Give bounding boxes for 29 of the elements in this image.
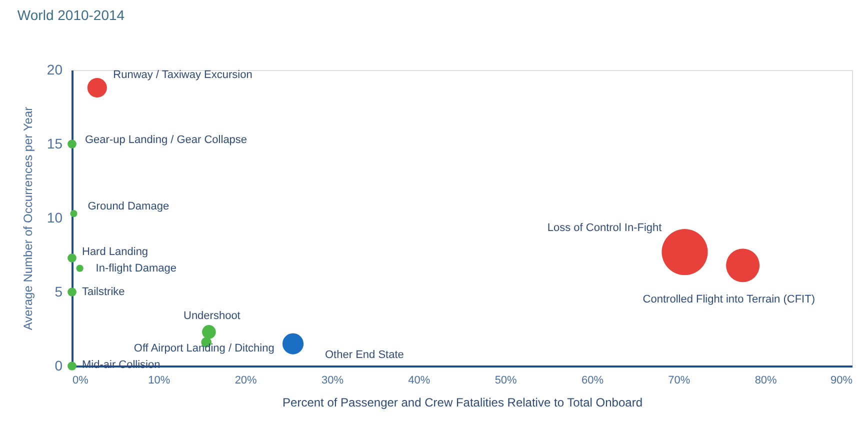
x-tick-label: 0% xyxy=(72,374,89,386)
y-tick-label: 0 xyxy=(54,358,63,374)
y-tick-label: 10 xyxy=(46,210,63,226)
y-tick-label: 5 xyxy=(54,284,63,300)
y-axis-title: Average Number of Occurrences per Year xyxy=(20,106,35,330)
chart-title: World 2010-2014 xyxy=(17,7,125,23)
x-tick-label: 80% xyxy=(754,374,778,386)
annotation: Other End State xyxy=(325,348,404,361)
x-tick-label: 40% xyxy=(408,374,430,386)
x-tick-label: 30% xyxy=(321,374,344,386)
annotation: Runway / Taxiway Excursion xyxy=(113,68,252,81)
x-tick-label: 70% xyxy=(668,374,690,386)
annotation: Tailstrike xyxy=(82,286,125,298)
x-axis-title: Percent of Passenger and Crew Fatalities Relative to Total Onboard xyxy=(282,396,642,410)
annotation: Loss of Control In-Fight xyxy=(547,222,662,234)
annotation: Ground Damage xyxy=(88,200,170,213)
y-tick-label: 20 xyxy=(46,62,63,78)
x-tick-label: 10% xyxy=(148,374,170,386)
annotation: Off Airport Landing / Ditching xyxy=(134,342,274,354)
x-tick-label: 90% xyxy=(830,374,853,386)
x-tick-label: 50% xyxy=(494,374,518,386)
y-tick-label: 15 xyxy=(46,136,63,152)
annotation: Gear-up Landing / Gear Collapse xyxy=(85,134,248,146)
x-tick-label: 20% xyxy=(234,374,258,386)
annotation: In-flight Damage xyxy=(96,262,177,274)
annotation: Controlled Flight into Terrain (CFIT) xyxy=(642,293,815,306)
annotation: Hard Landing xyxy=(82,246,148,258)
annotation: Undershoot xyxy=(183,310,240,322)
x-tick-label: 60% xyxy=(581,374,604,386)
